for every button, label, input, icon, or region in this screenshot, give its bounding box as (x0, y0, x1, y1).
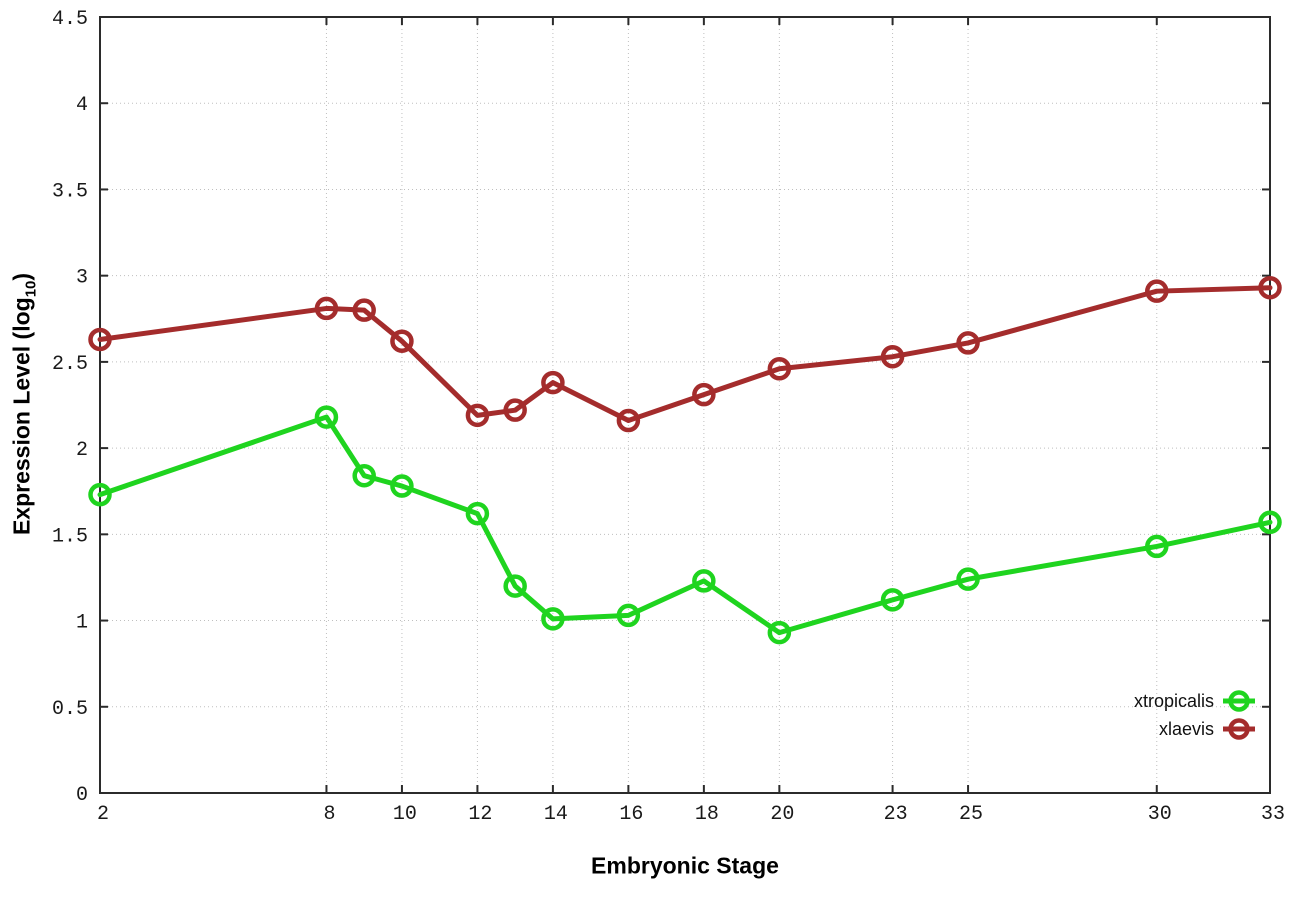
data-point-xlaevis (541, 370, 565, 395)
y-tick-label: 2.5 (52, 353, 88, 376)
y-axis-title-text: Expression Level (log (8, 297, 35, 536)
data-point-xlaevis (767, 357, 792, 381)
data-point-xtropicalis (465, 501, 490, 526)
data-point-xtropicalis (314, 405, 339, 429)
data-point-xlaevis (692, 382, 716, 407)
data-point-xlaevis (314, 296, 339, 321)
legend-item-xlaevis: xlaevis (1134, 715, 1256, 743)
series-line-xlaevis (97, 285, 1273, 424)
data-point-xtropicalis (1258, 510, 1282, 535)
plot-border (99, 16, 1271, 794)
data-point-xtropicalis (88, 482, 112, 507)
legend-label-xtropicalis: xtropicalis (1133, 690, 1214, 711)
data-point-xlaevis (1145, 279, 1169, 303)
y-tick-label: 4 (76, 94, 88, 117)
y-tick-label: 0 (76, 784, 88, 807)
x-tick-label: 33 (1261, 803, 1285, 826)
x-tick-label: 30 (1148, 803, 1172, 826)
data-point-xtropicalis (1145, 534, 1169, 559)
data-point-xtropicalis (390, 474, 414, 498)
data-point-xtropicalis (767, 620, 792, 645)
y-tick-label: 0.5 (52, 698, 88, 721)
x-axis-title: Embryonic Stage (591, 852, 779, 879)
y-axis-title-subscript: 10 (22, 280, 40, 298)
data-point-xtropicalis (352, 463, 376, 488)
y-axis-title: Expression Level (log10) (9, 273, 40, 535)
data-point-xlaevis (880, 344, 905, 369)
x-tick-label: 16 (619, 803, 643, 826)
data-point-xtropicalis (692, 569, 716, 593)
data-point-xtropicalis (541, 607, 565, 631)
y-tick-label: 4.5 (52, 8, 88, 31)
data-point-xlaevis (88, 327, 112, 352)
data-point-xtropicalis (956, 567, 980, 591)
y-tick-label: 3 (76, 267, 88, 290)
x-tick-label: 8 (323, 803, 335, 826)
data-point-xlaevis (390, 329, 414, 353)
legend-label-xlaevis: xlaevis (1158, 718, 1214, 739)
x-tick-label: 23 (884, 803, 908, 826)
x-tick-label: 2 (97, 803, 109, 826)
legend: xtropicalis xlaevis (1134, 687, 1256, 743)
x-tick-label: 12 (468, 803, 492, 826)
data-point-xlaevis (465, 403, 490, 428)
data-point-xlaevis (616, 408, 641, 433)
data-point-xlaevis (956, 331, 980, 355)
data-point-xtropicalis (616, 603, 641, 628)
y-tick-label: 3.5 (52, 180, 88, 203)
legend-item-xtropicalis: xtropicalis (1134, 687, 1256, 715)
data-point-xlaevis (352, 298, 376, 322)
data-point-xtropicalis (880, 588, 905, 612)
legend-marker-xlaevis (1223, 718, 1255, 740)
y-tick-label: 2 (76, 439, 88, 462)
y-axis-title-close: ) (8, 272, 35, 281)
y-tick-label: 1 (76, 612, 88, 635)
legend-marker-xtropicalis (1223, 690, 1255, 712)
series-line-xtropicalis (97, 414, 1273, 636)
x-tick-label: 20 (770, 803, 794, 826)
x-tick-label: 25 (959, 803, 983, 826)
data-point-xtropicalis (503, 574, 527, 598)
y-tick-label: 1.5 (52, 525, 88, 548)
data-point-xlaevis (1258, 275, 1282, 300)
x-tick-label: 14 (544, 803, 568, 826)
x-tick-label: 18 (695, 803, 719, 826)
x-tick-label: 10 (393, 803, 417, 826)
data-point-xlaevis (503, 398, 527, 422)
